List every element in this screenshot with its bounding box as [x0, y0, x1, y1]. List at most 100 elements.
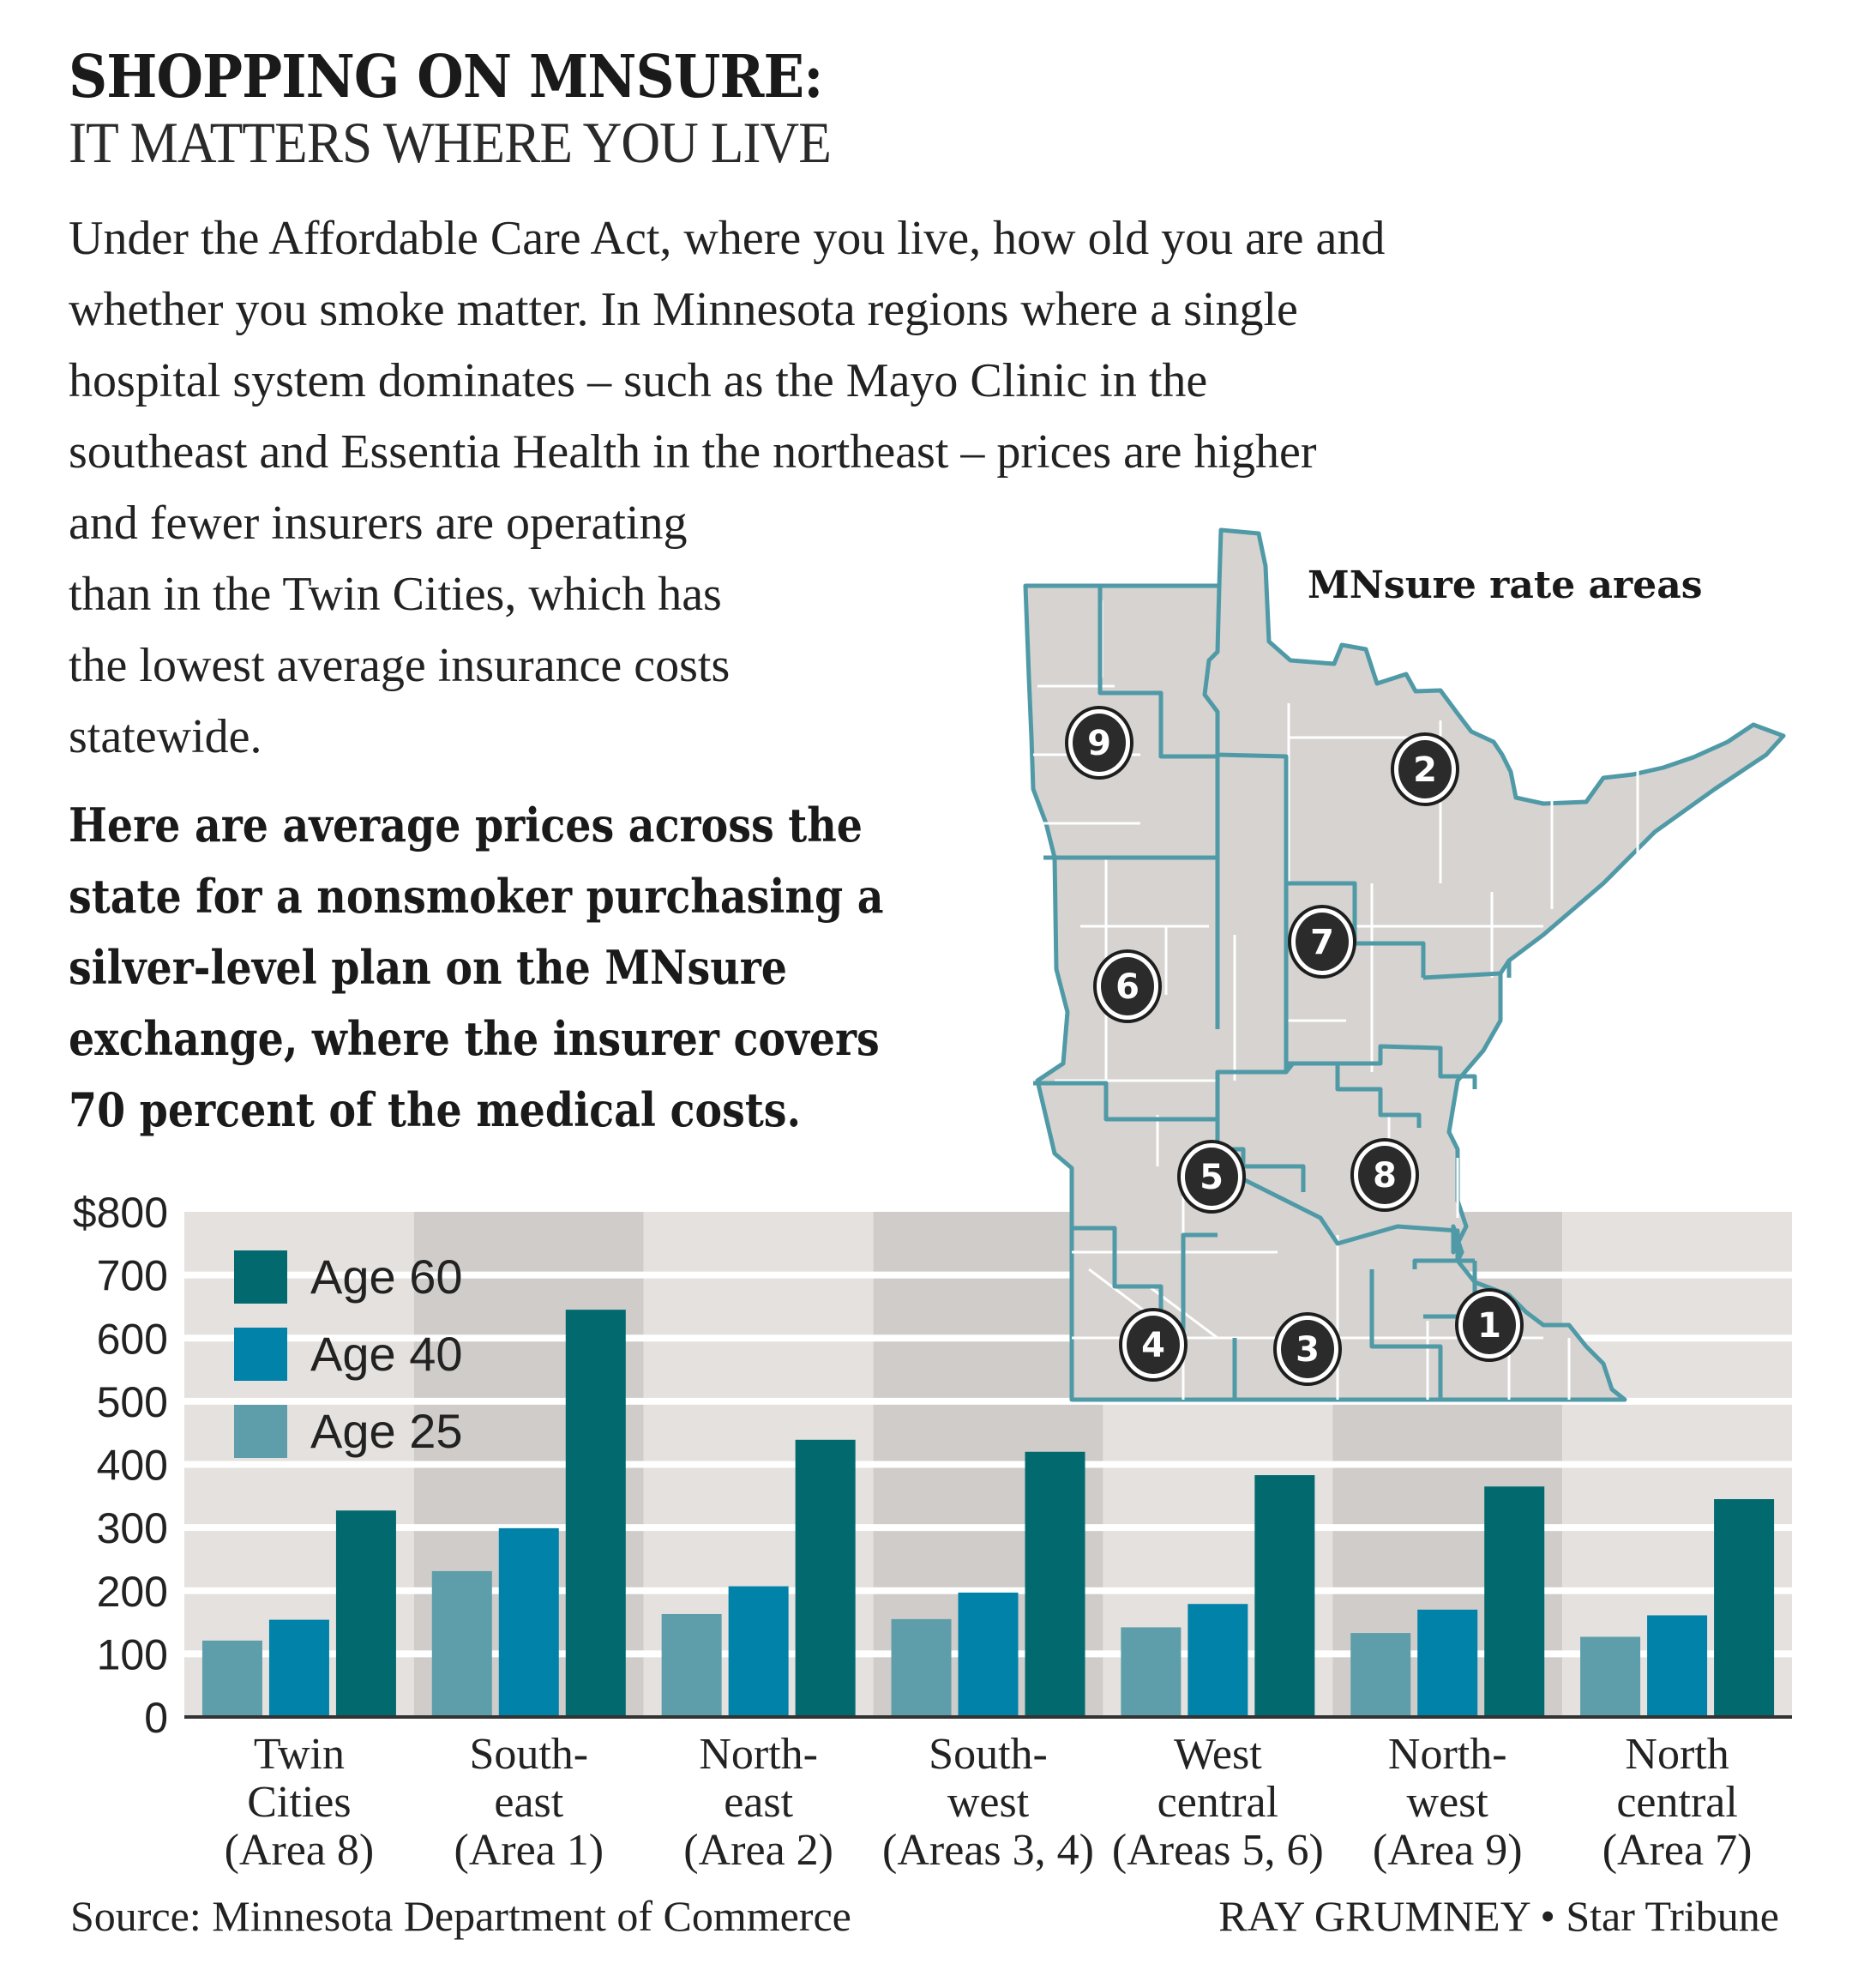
y-tick-label: 500 — [97, 1378, 168, 1426]
bar — [1121, 1627, 1182, 1717]
marker-disc — [1463, 1296, 1516, 1354]
x-tick-label: west — [1407, 1778, 1489, 1827]
y-tick-label: $800 — [73, 1189, 168, 1237]
x-tick-label: Twin — [254, 1730, 345, 1779]
intro-line: statewide. — [69, 710, 262, 763]
credit-line: RAY GRUMNEY • Star Tribune — [1218, 1892, 1779, 1940]
bar — [431, 1570, 492, 1717]
x-tick-label: (Area 1) — [454, 1826, 604, 1875]
bar — [661, 1613, 722, 1717]
marker-disc — [1398, 740, 1452, 798]
marker-disc — [1101, 957, 1154, 1015]
intro-line: than in the Twin Cities, which has — [69, 568, 722, 621]
x-tick-label: east — [494, 1778, 563, 1827]
marker-label: 4 — [1141, 1326, 1165, 1365]
bar — [335, 1510, 396, 1717]
bar — [958, 1592, 1019, 1717]
bar — [891, 1618, 952, 1717]
region-borders — [1033, 585, 1512, 1400]
bar — [1025, 1451, 1085, 1717]
intro-line: and fewer insurers are operating — [69, 497, 688, 550]
intro-line: Under the Affordable Care Act, where you… — [69, 212, 1386, 265]
bar — [201, 1640, 262, 1717]
x-tick-label: central — [1158, 1778, 1278, 1827]
y-axis-ticks: 0 100 200 300 400 500 600 700 $800 — [73, 1189, 168, 1742]
area-marker-6: 6 — [1093, 949, 1162, 1023]
bar — [1647, 1615, 1708, 1717]
marker-disc — [1127, 1316, 1180, 1374]
legend-label: Age 40 — [310, 1327, 463, 1381]
marker-disc — [1185, 1148, 1238, 1206]
bar — [1417, 1609, 1478, 1717]
x-tick-label: (Areas 3, 4) — [882, 1826, 1094, 1875]
x-tick-label: (Area 8) — [225, 1826, 375, 1875]
x-tick-label: North — [1625, 1730, 1729, 1779]
bar — [1254, 1475, 1315, 1717]
y-tick-label: 600 — [97, 1315, 168, 1363]
area-marker-8: 8 — [1350, 1138, 1419, 1212]
x-tick-label: (Area 9) — [1373, 1826, 1523, 1875]
marker-label: 3 — [1296, 1330, 1320, 1370]
area-marker-1: 1 — [1455, 1288, 1524, 1362]
marker-disc — [1358, 1146, 1411, 1204]
x-tick-label: Cities — [247, 1778, 351, 1827]
legend-label: Age 25 — [310, 1404, 463, 1458]
marker-label: 5 — [1200, 1158, 1224, 1197]
headline: SHOPPING ON MNSURE: — [69, 43, 823, 111]
source-note: Source: Minnesota Department of Commerce — [70, 1892, 851, 1940]
x-tick-label: east — [724, 1778, 793, 1827]
area-marker-5: 5 — [1177, 1140, 1246, 1214]
marker-label: 9 — [1087, 724, 1111, 763]
marker-label: 7 — [1310, 923, 1334, 962]
legend-label: Age 60 — [310, 1250, 463, 1304]
highlight-line: silver-level plan on the MNsure — [69, 940, 788, 995]
legend-swatch — [234, 1405, 287, 1458]
y-tick-label: 300 — [97, 1504, 168, 1552]
x-tick-label: west — [947, 1778, 1030, 1827]
x-tick-label: West — [1174, 1730, 1262, 1779]
y-tick-label: 200 — [97, 1568, 168, 1616]
area-marker-3: 3 — [1273, 1312, 1342, 1386]
bar — [1580, 1636, 1641, 1717]
marker-label: 8 — [1373, 1156, 1397, 1196]
intro-line: whether you smoke matter. In Minnesota r… — [69, 283, 1298, 336]
x-tick-label: South- — [929, 1730, 1048, 1779]
x-tick-label: (Area 2) — [683, 1826, 833, 1875]
bar — [498, 1527, 559, 1717]
x-tick-label: South- — [469, 1730, 588, 1779]
highlight-line: state for a nonsmoker purchasing a — [69, 869, 884, 924]
bar — [1484, 1486, 1545, 1717]
bar — [268, 1619, 329, 1717]
highlight-line: 70 percent of the medical costs. — [69, 1082, 802, 1137]
intro-line: the lowest average insurance costs — [69, 639, 731, 692]
bar — [1714, 1498, 1775, 1717]
marker-label: 1 — [1477, 1306, 1501, 1346]
legend: Age 60 Age 40 Age 25 — [234, 1250, 463, 1458]
marker-disc — [1073, 714, 1126, 772]
x-tick-label: central — [1616, 1778, 1737, 1827]
bar — [728, 1586, 789, 1717]
y-tick-label: 0 — [144, 1694, 168, 1742]
y-tick-label: 100 — [97, 1630, 168, 1678]
area-marker-9: 9 — [1065, 706, 1133, 780]
highlight-line: Here are average prices across the — [69, 798, 863, 852]
bar — [1350, 1633, 1411, 1717]
area-marker-4: 4 — [1119, 1308, 1188, 1382]
marker-disc — [1281, 1320, 1334, 1378]
chart-bars — [201, 1310, 1775, 1717]
bar — [1188, 1604, 1248, 1717]
bar — [795, 1439, 856, 1717]
legend-swatch — [234, 1250, 287, 1304]
marker-label: 6 — [1115, 967, 1139, 1007]
marker-disc — [1296, 913, 1349, 971]
marker-label: 2 — [1413, 750, 1437, 790]
x-tick-label: (Area 7) — [1602, 1826, 1753, 1875]
highlight-line: exchange, where the insurer covers — [69, 1011, 880, 1066]
y-tick-label: 700 — [97, 1252, 168, 1300]
area-markers: 1 2 3 4 5 6 7 8 9 — [1065, 706, 1524, 1386]
x-tick-label: North- — [1388, 1730, 1507, 1779]
map-title: MNsure rate areas — [1308, 563, 1702, 607]
area-marker-7: 7 — [1288, 905, 1356, 979]
